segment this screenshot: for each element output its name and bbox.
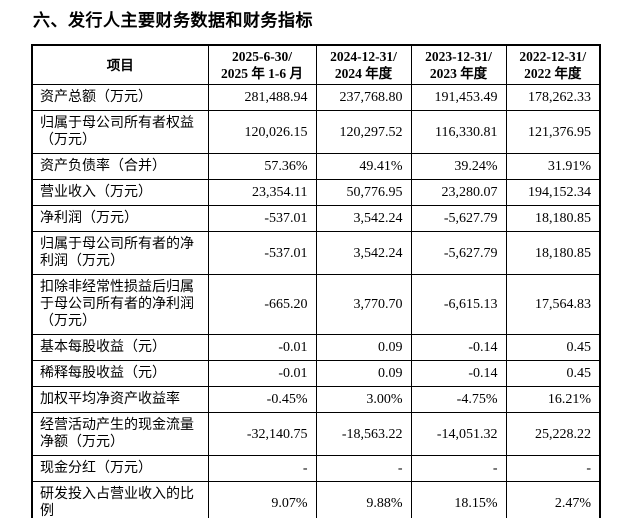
row-value: 3,542.24 xyxy=(315,205,412,232)
row-value: - xyxy=(207,455,317,482)
row-value: 0.45 xyxy=(505,334,601,361)
row-value: -0.45% xyxy=(207,386,317,413)
row-label: 基本每股收益（元） xyxy=(31,334,209,361)
row-value: 281,488.94 xyxy=(207,84,317,111)
table-row: 基本每股收益（元） -0.01 0.09 -0.14 0.45 xyxy=(31,334,601,361)
row-value: 116,330.81 xyxy=(410,110,507,154)
row-value: 18.15% xyxy=(410,481,507,518)
row-label: 归属于母公司所有者的净利润（万元） xyxy=(31,231,209,275)
row-value: -14,051.32 xyxy=(410,412,507,456)
row-label: 加权平均净资产收益率 xyxy=(31,386,209,413)
header-item-label: 项目 xyxy=(106,57,134,73)
financial-data-table: 项目 2025-6-30/ 2025 年 1-6 月 2024-12-31/ 2… xyxy=(31,44,601,518)
row-value: 120,297.52 xyxy=(315,110,412,154)
row-label: 资产总额（万元） xyxy=(31,84,209,111)
row-value: -32,140.75 xyxy=(207,412,317,456)
row-label: 净利润（万元） xyxy=(31,205,209,232)
row-value: 50,776.95 xyxy=(315,179,412,206)
row-value: - xyxy=(505,455,601,482)
table-row: 扣除非经常性损益后归属于母公司所有者的净利润（万元） -665.20 3,770… xyxy=(31,274,601,335)
period-range: 2023 年度 xyxy=(429,66,488,81)
table-row: 研发投入占营业收入的比例 9.07% 9.88% 18.15% 2.47% xyxy=(31,481,601,518)
row-label: 研发投入占营业收入的比例 xyxy=(31,481,209,518)
period-date: 2025-6-30/ xyxy=(232,49,292,64)
table-row: 加权平均净资产收益率 -0.45% 3.00% -4.75% 16.21% xyxy=(31,386,601,413)
period-range: 2022 年度 xyxy=(524,66,582,81)
row-label: 现金分红（万元） xyxy=(31,455,209,482)
header-cell-item: 项目 xyxy=(31,44,209,85)
row-label: 稀释每股收益（元） xyxy=(31,360,209,387)
row-value: -4.75% xyxy=(410,386,507,413)
row-value: -0.14 xyxy=(410,334,507,361)
row-value: - xyxy=(315,455,412,482)
row-value: -0.01 xyxy=(207,360,317,387)
row-value: 0.45 xyxy=(505,360,601,387)
header-cell-period-2023: 2023-12-31/ 2023 年度 xyxy=(410,44,507,85)
row-value: 191,453.49 xyxy=(410,84,507,111)
row-value: 9.88% xyxy=(315,481,412,518)
row-value: -537.01 xyxy=(207,231,317,275)
row-value: -537.01 xyxy=(207,205,317,232)
row-value: 18,180.85 xyxy=(505,231,601,275)
row-value: -665.20 xyxy=(207,274,317,335)
row-value: 39.24% xyxy=(410,153,507,180)
table-row: 营业收入（万元） 23,354.11 50,776.95 23,280.07 1… xyxy=(31,179,601,206)
row-value: 31.91% xyxy=(505,153,601,180)
row-value: 120,026.15 xyxy=(207,110,317,154)
table-row: 稀释每股收益（元） -0.01 0.09 -0.14 0.45 xyxy=(31,360,601,387)
row-value: 3.00% xyxy=(315,386,412,413)
period-date: 2023-12-31/ xyxy=(425,49,492,64)
period-range: 2025 年 1-6 月 xyxy=(220,66,304,81)
row-value: 16.21% xyxy=(505,386,601,413)
row-value: 18,180.85 xyxy=(505,205,601,232)
row-value: 0.09 xyxy=(315,334,412,361)
row-value: 57.36% xyxy=(207,153,317,180)
row-value: 3,770.70 xyxy=(315,274,412,335)
row-label: 扣除非经常性损益后归属于母公司所有者的净利润（万元） xyxy=(31,274,209,335)
row-value: -0.14 xyxy=(410,360,507,387)
row-label: 资产负债率（合并） xyxy=(31,153,209,180)
row-value: -5,627.79 xyxy=(410,231,507,275)
row-value: 0.09 xyxy=(315,360,412,387)
row-value: - xyxy=(410,455,507,482)
header-row: 项目 2025-6-30/ 2025 年 1-6 月 2024-12-31/ 2… xyxy=(31,44,601,85)
table-header: 项目 2025-6-30/ 2025 年 1-6 月 2024-12-31/ 2… xyxy=(31,44,601,85)
period-date: 2022-12-31/ xyxy=(519,49,587,64)
row-value: 237,768.80 xyxy=(315,84,412,111)
row-value: 25,228.22 xyxy=(505,412,601,456)
row-value: 23,280.07 xyxy=(410,179,507,206)
period-range: 2024 年度 xyxy=(334,66,393,81)
page-title: 六、发行人主要财务数据和财务指标 xyxy=(33,11,313,30)
table-row: 资产负债率（合并） 57.36% 49.41% 39.24% 31.91% xyxy=(31,153,601,180)
row-value: 3,542.24 xyxy=(315,231,412,275)
row-value: -0.01 xyxy=(207,334,317,361)
header-cell-period-2025: 2025-6-30/ 2025 年 1-6 月 xyxy=(207,44,317,85)
row-value: -5,627.79 xyxy=(410,205,507,232)
table-row: 资产总额（万元） 281,488.94 237,768.80 191,453.4… xyxy=(31,84,601,111)
row-label: 归属于母公司所有者权益（万元） xyxy=(31,110,209,154)
table-row: 归属于母公司所有者权益（万元） 120,026.15 120,297.52 11… xyxy=(31,110,601,154)
row-value: 49.41% xyxy=(315,153,412,180)
table-body: 资产总额（万元） 281,488.94 237,768.80 191,453.4… xyxy=(31,84,601,518)
row-value: 194,152.34 xyxy=(505,179,601,206)
row-value: 17,564.83 xyxy=(505,274,601,335)
header-cell-period-2024: 2024-12-31/ 2024 年度 xyxy=(315,44,412,85)
row-value: 2.47% xyxy=(505,481,601,518)
table-row: 现金分红（万元） - - - - xyxy=(31,455,601,482)
row-value: 121,376.95 xyxy=(505,110,601,154)
table-row: 经营活动产生的现金流量净额（万元） -32,140.75 -18,563.22 … xyxy=(31,412,601,456)
row-label: 经营活动产生的现金流量净额（万元） xyxy=(31,412,209,456)
row-value: -18,563.22 xyxy=(315,412,412,456)
row-value: 178,262.33 xyxy=(505,84,601,111)
row-label: 营业收入（万元） xyxy=(31,179,209,206)
row-value: -6,615.13 xyxy=(410,274,507,335)
table-row: 净利润（万元） -537.01 3,542.24 -5,627.79 18,18… xyxy=(31,205,601,232)
header-cell-period-2022: 2022-12-31/ 2022 年度 xyxy=(505,44,601,85)
period-date: 2024-12-31/ xyxy=(330,49,397,64)
table-row: 归属于母公司所有者的净利润（万元） -537.01 3,542.24 -5,62… xyxy=(31,231,601,275)
row-value: 9.07% xyxy=(207,481,317,518)
row-value: 23,354.11 xyxy=(207,179,317,206)
